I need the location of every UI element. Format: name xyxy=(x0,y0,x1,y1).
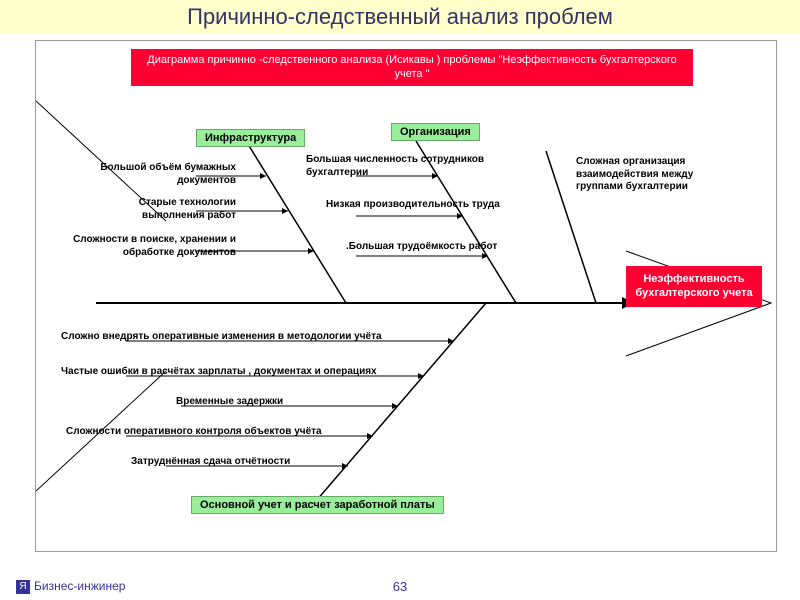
category-infrastructure: Инфраструктура xyxy=(196,129,305,147)
cause-low-productivity: Низкая производительность труда xyxy=(326,199,506,212)
cause-methodology-changes: Сложно внедрять оперативные изменения в … xyxy=(61,331,431,344)
cause-staff-count: Большая численность сотрудников бухгалте… xyxy=(306,154,486,179)
cause-time-delays: Временные задержки xyxy=(176,396,396,409)
org-side-text: Сложная организация взаимодействия между… xyxy=(576,156,711,194)
cause-reporting-difficulty: Затруднённая сдача отчётности xyxy=(131,456,351,469)
cause-labor-intensity: .Большая трудоёмкость работ xyxy=(346,241,526,254)
effect-box: Неэффективность бухгалтерского учета xyxy=(626,266,762,307)
category-main-accounting: Основной учет и расчет заработной платы xyxy=(191,496,444,514)
cause-paper-volume: Большой объём бумажных документов xyxy=(96,162,236,187)
cause-control-difficulty: Сложности оперативного контроля объектов… xyxy=(66,426,366,439)
page-number: 63 xyxy=(0,579,800,594)
slide-title: Причинно-следственный анализ проблем xyxy=(0,0,800,34)
diagram-frame: Диаграмма причинно -следственного анализ… xyxy=(35,40,777,552)
cause-doc-handling: Сложности в поиске, хранении и обработке… xyxy=(61,234,236,259)
cause-frequent-errors: Частые ошибки в расчётах зарплаты , доку… xyxy=(61,366,431,379)
category-organization: Организация xyxy=(391,123,480,141)
cause-old-tech: Старые технологии выполнения работ xyxy=(96,197,236,222)
